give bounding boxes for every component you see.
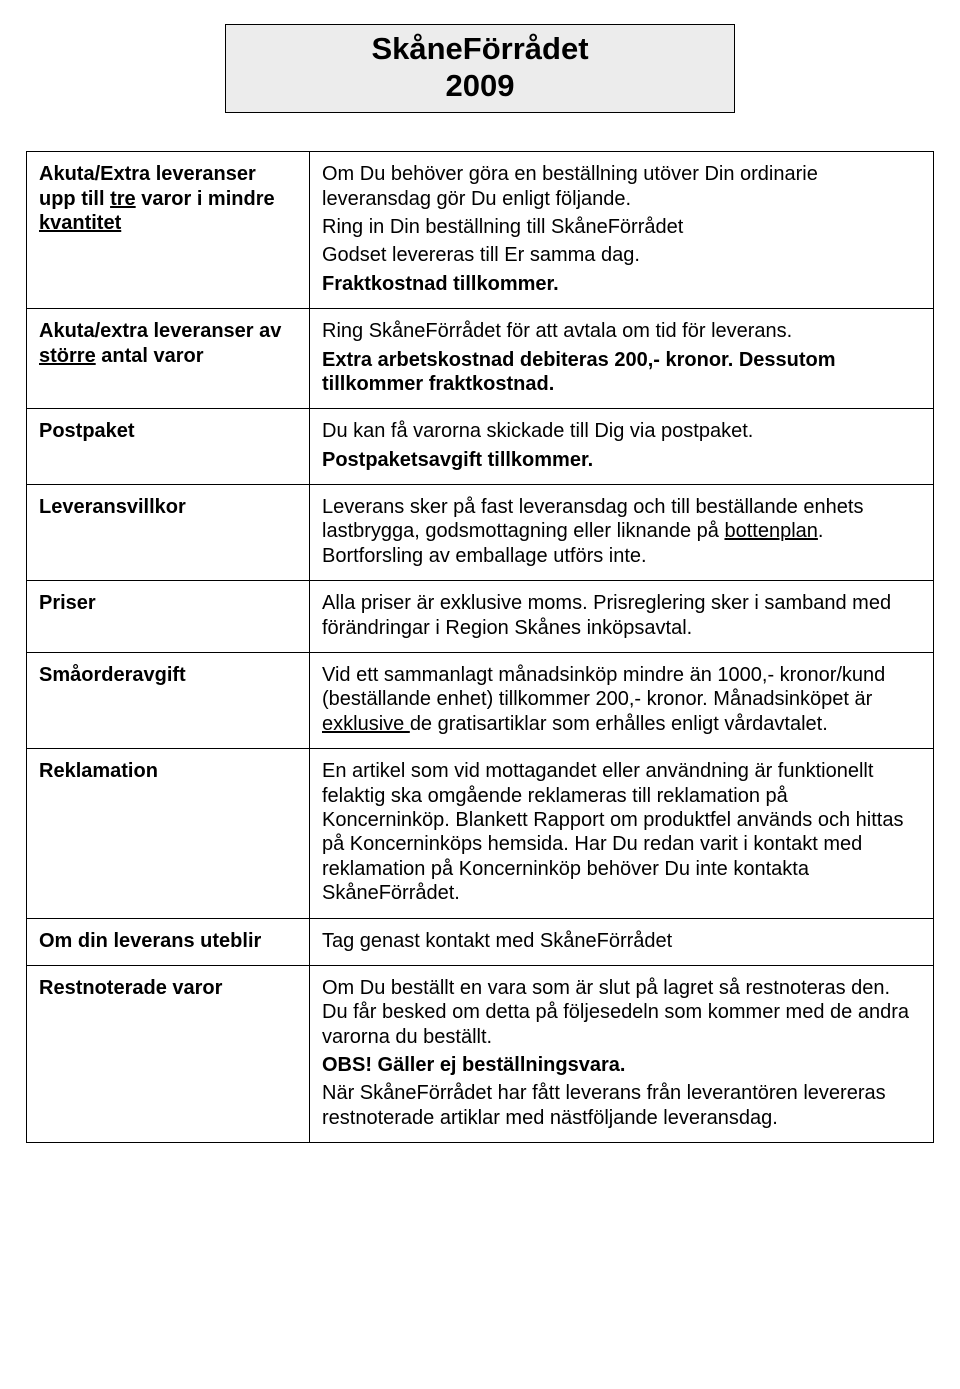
table-row: Akuta/extra leveranser av större antal v…: [27, 309, 934, 409]
row-label: Leveransvillkor: [27, 485, 310, 581]
body-text: Alla priser är exklusive moms. Prisregle…: [322, 591, 921, 640]
body-text: Godset levereras till Er samma dag.: [322, 243, 921, 267]
title-line1: SkåneFörrådet: [236, 31, 724, 68]
row-label: Priser: [27, 581, 310, 653]
body-text: de gratisartiklar som erhålles enligt vå…: [410, 713, 828, 735]
body-text: Om Du beställt en vara som är slut på la…: [322, 976, 921, 1049]
body-text: Tag genast kontakt med SkåneFörrådet: [322, 929, 921, 953]
info-table: Akuta/Extra leveranser upp till tre varo…: [26, 151, 934, 1143]
row-body: Tag genast kontakt med SkåneFörrådet: [310, 918, 934, 965]
body-text-bold: Extra arbetskostnad debiteras 200,- kron…: [322, 348, 921, 397]
row-label: Småorderavgift: [27, 653, 310, 749]
table-row: Leveransvillkor Leverans sker på fast le…: [27, 485, 934, 581]
body-text-underline: exklusive: [322, 713, 410, 735]
table-row: Restnoterade varor Om Du beställt en var…: [27, 965, 934, 1142]
body-text: Ring SkåneFörrådet för att avtala om tid…: [322, 319, 921, 343]
row-body: Om Du beställt en vara som är slut på la…: [310, 965, 934, 1142]
row-label: Akuta/Extra leveranser upp till tre varo…: [27, 152, 310, 309]
row-label: Reklamation: [27, 749, 310, 918]
body-text-bold: OBS! Gäller ej beställningsvara.: [322, 1053, 921, 1077]
row-label: Postpaket: [27, 409, 310, 485]
table-row: Akuta/Extra leveranser upp till tre varo…: [27, 152, 934, 309]
row-body: Leverans sker på fast leveransdag och ti…: [310, 485, 934, 581]
body-text-bold: Postpaketsavgift tillkommer.: [322, 448, 921, 472]
row-body: Om Du behöver göra en beställning utöver…: [310, 152, 934, 309]
body-text-bold: Fraktkostnad tillkommer.: [322, 272, 921, 296]
body-text-underline: bottenplan: [724, 520, 817, 542]
row-label: Om din leverans uteblir: [27, 918, 310, 965]
table-row: Reklamation En artikel som vid mottagand…: [27, 749, 934, 918]
body-text: Om Du behöver göra en beställning utöver…: [322, 162, 921, 211]
row-body: Du kan få varorna skickade till Dig via …: [310, 409, 934, 485]
body-text: Vid ett sammanlagt månadsinköp mindre än…: [322, 664, 885, 710]
row-body: Alla priser är exklusive moms. Prisregle…: [310, 581, 934, 653]
body-text: En artikel som vid mottagandet eller anv…: [322, 759, 921, 905]
row-body: Vid ett sammanlagt månadsinköp mindre än…: [310, 653, 934, 749]
body-text: Du kan få varorna skickade till Dig via …: [322, 419, 921, 443]
body-text: När SkåneFörrådet har fått leverans från…: [322, 1081, 921, 1130]
body-text: Ring in Din beställning till SkåneFörråd…: [322, 215, 921, 239]
table-row: Priser Alla priser är exklusive moms. Pr…: [27, 581, 934, 653]
title-box: SkåneFörrådet 2009: [225, 24, 735, 113]
row-label: Akuta/extra leveranser av större antal v…: [27, 309, 310, 409]
row-body: Ring SkåneFörrådet för att avtala om tid…: [310, 309, 934, 409]
table-row: Om din leverans uteblir Tag genast konta…: [27, 918, 934, 965]
table-row: Postpaket Du kan få varorna skickade til…: [27, 409, 934, 485]
row-body: En artikel som vid mottagandet eller anv…: [310, 749, 934, 918]
row-label: Restnoterade varor: [27, 965, 310, 1142]
table-row: Småorderavgift Vid ett sammanlagt månads…: [27, 653, 934, 749]
title-line2: 2009: [236, 68, 724, 105]
